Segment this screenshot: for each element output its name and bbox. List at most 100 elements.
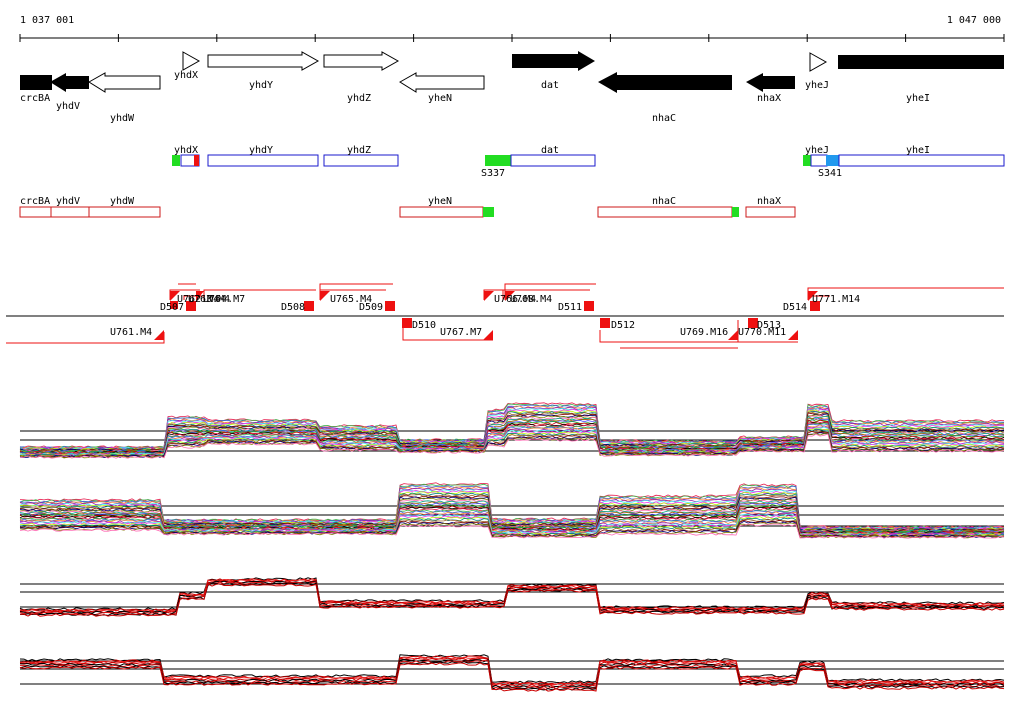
panel1-curves-curve: [19, 409, 1005, 451]
panel1-curves-curve: [19, 404, 1005, 450]
gene-label-crcBA: crcBA: [20, 93, 50, 104]
transcript-label-yhdY: yhdY: [249, 145, 273, 156]
panel1-curves-curve: [20, 422, 1005, 455]
panel3-curves-curve: [19, 578, 1005, 613]
reverse-transcript-track: crcBA yhdV yhdW yheN nhaC nhaX: [19, 196, 796, 218]
segment-label-U771: U771.M14: [812, 294, 860, 305]
segment-label-D508: D508: [281, 302, 305, 313]
panel2-curves-curve: [19, 518, 1005, 538]
panel2-curves-curve: [19, 488, 1005, 531]
gene-label-dat: dat: [541, 80, 559, 91]
panel1-curves-curve: [19, 426, 1005, 456]
panel1-curves-curve: [19, 413, 1005, 452]
segment-label-U769: U769.M16: [680, 327, 728, 338]
transcript-yhdZ[interactable]: yhdZ: [323, 145, 399, 167]
transcript-yheI[interactable]: yheI S341: [818, 145, 1005, 179]
transcript-nhaX[interactable]: nhaX: [745, 196, 796, 218]
transcript-dat[interactable]: dat S337: [481, 145, 596, 179]
expression-panel-2: [19, 482, 1005, 539]
start-site-S337: S337: [481, 168, 505, 179]
panel4-curves-curve: [19, 659, 1005, 690]
segment-label-U766: U766.M4: [494, 294, 536, 305]
transcript-crcBA[interactable]: crcBA: [19, 196, 52, 218]
ruler-end-label: 1 047 000: [947, 15, 1001, 26]
gene-label-yheN: yheN: [428, 93, 452, 104]
gene-yheI[interactable]: yheI: [838, 55, 1004, 104]
transcript-yhdY[interactable]: yhdY: [207, 145, 319, 167]
gene-yhdY[interactable]: yhdY: [207, 51, 320, 91]
panel1-curves-curve: [19, 429, 1005, 458]
gene-label-yhdZ: yhdZ: [347, 93, 371, 104]
segment-label-U767: U767.M7: [440, 327, 482, 338]
gene-nhaX[interactable]: nhaX: [746, 73, 795, 104]
panel4-curves-curve: [19, 654, 1005, 684]
panel4-curves-curve: [19, 662, 1005, 692]
segment-label-U761: U761.M4: [110, 327, 152, 338]
panel1-curves-curve: [19, 426, 1004, 457]
gene-yhdW[interactable]: yhdW: [88, 72, 161, 124]
panel1-curves-curve: [19, 424, 1005, 456]
gene-yhdV[interactable]: yhdV: [50, 73, 89, 112]
transcript-label-yheI: yheI: [906, 145, 930, 156]
segmentation-track: D507 U762.M4 U763.M4 U764.M7 D508 U765.M…: [6, 283, 1004, 349]
transcript-yhdX[interactable]: yhdX: [172, 145, 200, 167]
segment-label-D510: D510: [412, 320, 436, 331]
panel3-curves-curve: [19, 579, 1005, 614]
segment-label-D507: D507: [160, 302, 184, 313]
gene-label-yhdV: yhdV: [56, 101, 80, 112]
gene-label-nhaX: nhaX: [757, 93, 781, 104]
panel2-curves-curve: [19, 523, 1005, 539]
gene-annotation-track: crcBA yhdV yhdW yhdX yhdY yhdZ y: [20, 51, 1004, 124]
forward-transcript-track: yhdX yhdY yhdZ dat S337 yheJ yheI S341: [172, 145, 1005, 179]
gene-label-yhdY: yhdY: [249, 80, 273, 91]
transcript-label-yhdZ: yhdZ: [347, 145, 371, 156]
segment-label-U762: U762.M4: [177, 294, 219, 305]
panel1-curves-curve: [19, 433, 1005, 459]
gene-yhdZ[interactable]: yhdZ: [323, 51, 400, 104]
transcript-yhdV[interactable]: yhdV: [50, 196, 90, 218]
transcript-label-yheJ: yheJ: [805, 145, 829, 156]
gene-label-yheI: yheI: [906, 93, 930, 104]
segment-label-U768: U768.M4: [510, 294, 552, 305]
panel1-curves-curve: [19, 432, 1005, 459]
gene-nhaC[interactable]: nhaC: [598, 72, 732, 124]
transcript-label-yhdV-rev: yhdV: [56, 196, 80, 207]
coordinate-ruler: 1 037 001 1 047 000: [19, 15, 1005, 42]
panel1-curves-curve: [19, 415, 1005, 453]
transcript-yheN[interactable]: yheN: [399, 196, 494, 218]
gene-yheN[interactable]: yheN: [399, 72, 485, 104]
transcript-nhaC[interactable]: nhaC: [597, 196, 739, 218]
segment-label-D511: D511: [558, 302, 582, 313]
transcript-label-crcBA: crcBA: [20, 196, 50, 207]
panel1-curves-curve: [19, 419, 1005, 454]
transcript-label-nhaX-rev: nhaX: [757, 196, 781, 207]
segment-label-U770: U770.M11: [738, 327, 786, 338]
gene-dat[interactable]: dat: [512, 51, 595, 91]
panel1-curves-curve: [19, 414, 1005, 453]
transcript-label-yhdW-rev: yhdW: [110, 196, 135, 207]
panel1-curves-curve: [19, 427, 1005, 457]
gene-yhdX[interactable]: yhdX: [174, 51, 201, 81]
gene-yheJ[interactable]: yheJ: [805, 52, 829, 91]
segment-label-D509: D509: [359, 302, 383, 313]
panel4-curves-curve: [19, 655, 1005, 685]
ruler-start-label: 1 037 001: [20, 15, 74, 26]
gene-crcBA[interactable]: crcBA: [20, 75, 52, 104]
panel1-curves-curve: [19, 418, 1005, 454]
transcript-yheJ[interactable]: yheJ: [803, 145, 829, 167]
expression-panel-4: [19, 654, 1005, 692]
segment-label-U764: U764.M7: [203, 294, 245, 305]
start-site-S341: S341: [818, 168, 842, 179]
expression-panel-1: [19, 402, 1005, 459]
panel2-curves-curve: [19, 498, 1005, 533]
gene-label-yhdW: yhdW: [110, 113, 135, 124]
segment-label-U765: U765.M4: [330, 294, 372, 305]
transcript-label-dat: dat: [541, 145, 559, 156]
transcript-label-nhaC-rev: nhaC: [652, 196, 676, 207]
gene-label-yhdX: yhdX: [174, 70, 198, 81]
gene-label-nhaC: nhaC: [652, 113, 676, 124]
transcript-yhdW[interactable]: yhdW: [88, 196, 161, 218]
panel2-curves-curve: [19, 503, 1005, 534]
transcript-label-yheN-rev: yheN: [428, 196, 452, 207]
